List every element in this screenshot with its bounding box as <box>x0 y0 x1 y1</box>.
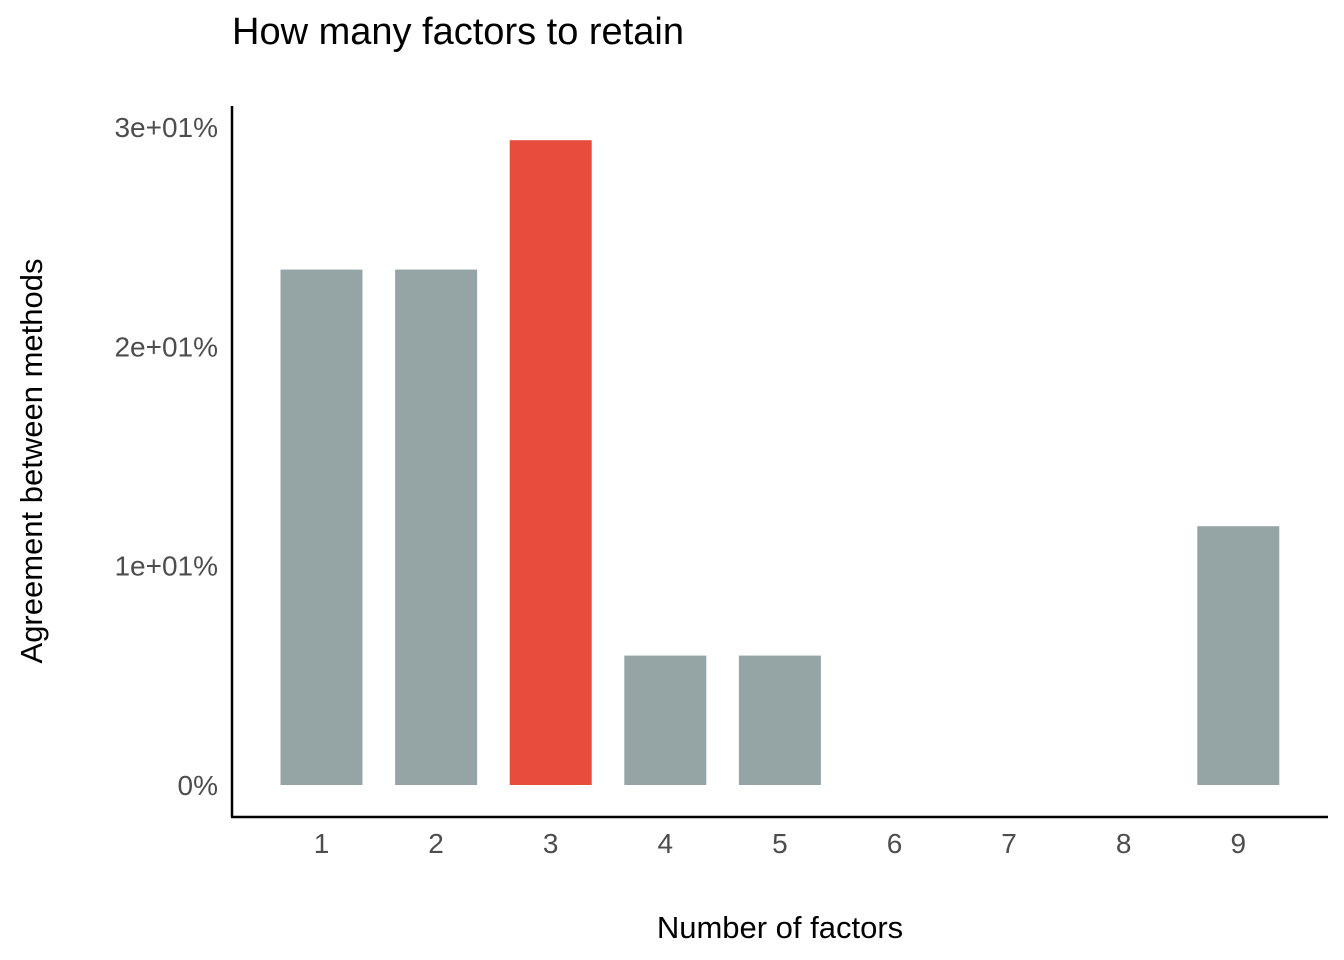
x-tick-label-2: 2 <box>428 828 444 859</box>
bar-4 <box>624 655 707 785</box>
x-tick-label-8: 8 <box>1116 828 1132 859</box>
x-tick-label-7: 7 <box>1001 828 1017 859</box>
bar-5 <box>738 655 821 785</box>
bars-group <box>280 140 1280 786</box>
x-tick-label-1: 1 <box>314 828 330 859</box>
x-tick-label-5: 5 <box>772 828 788 859</box>
y-tick-label-2: 2e+01% <box>114 331 218 362</box>
y-axis-title: Agreement between methods <box>14 259 49 664</box>
bar-3 <box>509 140 592 785</box>
x-tick-label-4: 4 <box>658 828 674 859</box>
y-tick-labels: 0% 1e+01% 2e+01% 3e+01% <box>114 112 218 801</box>
x-tick-label-6: 6 <box>887 828 903 859</box>
y-tick-label-3: 3e+01% <box>114 112 218 143</box>
x-tick-labels: 1 2 3 4 5 6 7 8 9 <box>314 828 1246 859</box>
chart-title: How many factors to retain <box>232 11 684 53</box>
y-tick-label-1: 1e+01% <box>114 551 218 582</box>
y-tick-label-0: 0% <box>178 770 218 801</box>
bar-2 <box>395 269 478 786</box>
x-axis-title: Number of factors <box>657 910 903 945</box>
bar-1 <box>280 269 363 786</box>
bar-9 <box>1197 526 1280 785</box>
x-tick-label-3: 3 <box>543 828 559 859</box>
x-tick-label-9: 9 <box>1231 828 1247 859</box>
